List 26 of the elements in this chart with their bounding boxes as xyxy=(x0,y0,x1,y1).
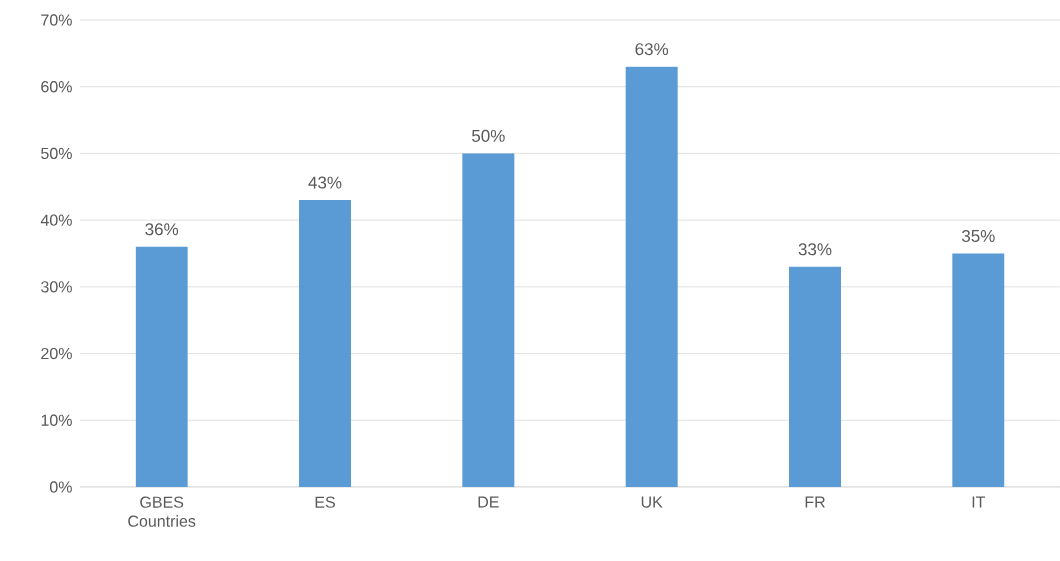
bar xyxy=(625,66,678,487)
x-tick-label: FR xyxy=(805,496,825,508)
y-tick-label: 50% xyxy=(41,147,72,160)
bar xyxy=(789,266,841,487)
data-label: 50% xyxy=(472,129,505,142)
bar xyxy=(299,200,352,487)
y-tick-label: 0% xyxy=(49,481,72,493)
x-tick-label: GBES Countries xyxy=(128,496,196,527)
x-tick-label: IT xyxy=(972,496,986,508)
y-tick-label: 10% xyxy=(41,414,72,426)
data-label: 36% xyxy=(145,223,179,236)
y-tick-label: 20% xyxy=(41,347,72,360)
bar xyxy=(462,153,515,487)
data-label: 43% xyxy=(308,176,342,189)
y-tick-label: 70% xyxy=(41,14,72,26)
data-label: 35% xyxy=(961,229,995,242)
x-tick-label: ES xyxy=(315,496,335,508)
x-tick-label: UK xyxy=(641,496,663,508)
y-tick-label: 30% xyxy=(41,281,72,293)
bar xyxy=(135,246,188,487)
data-label: 33% xyxy=(798,243,832,256)
bar xyxy=(952,253,1005,487)
x-tick-label: DE xyxy=(478,496,499,508)
y-tick-label: 60% xyxy=(41,81,72,93)
y-tick-label: 40% xyxy=(40,214,72,226)
data-label: 63% xyxy=(635,43,669,56)
